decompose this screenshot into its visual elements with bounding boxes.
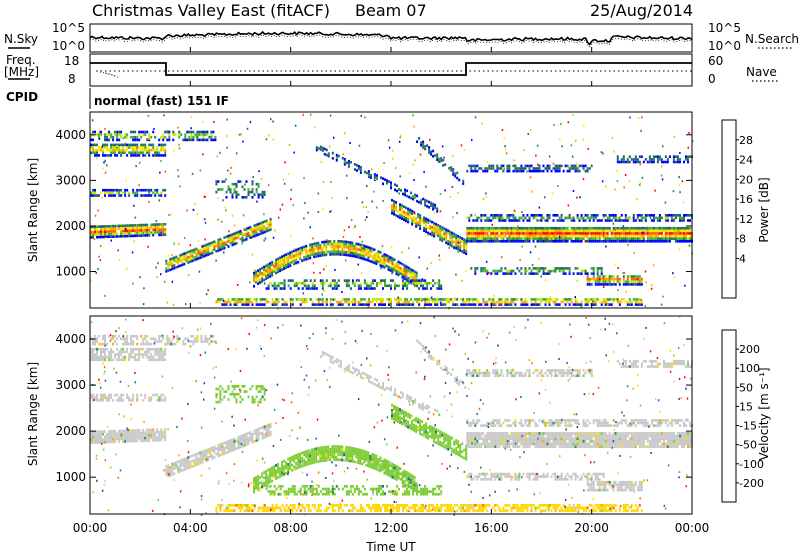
nsearch-trace bbox=[89, 33, 693, 48]
cpid-label: CPID bbox=[6, 90, 38, 104]
date-label: 25/Aug/2014 bbox=[590, 1, 693, 20]
power-colorbar-tick-6: 4 bbox=[739, 252, 746, 265]
xtick-0: 00:00 bbox=[73, 521, 108, 535]
xtick-4: 16:00 bbox=[474, 521, 509, 535]
xtick-3: 12:00 bbox=[374, 521, 409, 535]
nave-tick-60: 60 bbox=[708, 54, 723, 68]
velocity-colorbar-tick-3: 15 bbox=[739, 400, 753, 413]
power-colorbar-tick-2: 20 bbox=[739, 173, 753, 186]
freq-tick-8: 8 bbox=[68, 72, 76, 86]
nsky-panel: N.Sky 10^5 10^0 10^5 10^0 N.Search bbox=[4, 21, 799, 53]
velocity-colorbar-tick-6: -100 bbox=[739, 458, 764, 471]
power-ytick-2000: 2000 bbox=[55, 219, 86, 233]
freq-label-line1: Freq. bbox=[6, 53, 36, 67]
freq-tick-18: 18 bbox=[64, 54, 79, 68]
nave-label: Nave bbox=[746, 65, 777, 79]
power-colorbar-tick-5: 8 bbox=[739, 233, 746, 246]
power-panel: 1000 2000 3000 4000 Slant Range [km] 28 24 20… bbox=[26, 111, 771, 310]
velocity-colorbar-tick-7: -200 bbox=[739, 477, 764, 490]
velocity-colorbar-tick-2: 50 bbox=[739, 381, 753, 394]
nsearch-label: N.Search bbox=[745, 32, 799, 46]
beam-label: Beam 07 bbox=[355, 1, 427, 20]
velocity-panel: 1000 2000 3000 4000 Slant Range [km] 200 100… bbox=[26, 315, 771, 516]
nsky-label: N.Sky bbox=[4, 32, 38, 46]
velocity-colorbar-tick-0: 200 bbox=[739, 343, 760, 356]
nsky-scale-top: 10^5 bbox=[52, 21, 85, 35]
power-ytick-1000: 1000 bbox=[55, 265, 86, 279]
power-colorbar-tick-0: 28 bbox=[739, 134, 753, 147]
cpid-value: normal (fast) 151 IF bbox=[94, 94, 229, 108]
power-ytick-4000: 4000 bbox=[55, 128, 86, 142]
plot-title: Christmas Valley East (fitACF) bbox=[92, 1, 330, 20]
x-axis-label: Time UT bbox=[365, 540, 416, 554]
power-ylabel: Slant Range [km] bbox=[26, 158, 40, 262]
velocity-colorbar-tick-1: 100 bbox=[739, 362, 760, 375]
nsearch-scale-top: 10^5 bbox=[708, 21, 741, 35]
power-colorbar-tick-1: 24 bbox=[739, 154, 753, 167]
velocity-ylabel: Slant Range [km] bbox=[26, 362, 40, 466]
xtick-6: 00:00 bbox=[675, 521, 710, 535]
velocity-ytick-4000: 4000 bbox=[55, 332, 86, 346]
xtick-5: 20:00 bbox=[574, 521, 609, 535]
velocity-colorbar-label: Velocity [m s⁻¹] bbox=[757, 367, 771, 460]
power-colorbar-label: Power [dB] bbox=[757, 177, 771, 242]
nsky-trace bbox=[89, 30, 693, 46]
nave-tick-0: 0 bbox=[708, 72, 716, 86]
velocity-ytick-1000: 1000 bbox=[55, 470, 86, 484]
nsearch-scale-bottom: 10^0 bbox=[708, 39, 741, 53]
velocity-colorbar-tick-4: -15 bbox=[739, 420, 757, 433]
velocity-ytick-2000: 2000 bbox=[55, 424, 86, 438]
xtick-2: 08:00 bbox=[273, 521, 308, 535]
xtick-1: 04:00 bbox=[173, 521, 208, 535]
power-ytick-3000: 3000 bbox=[55, 173, 86, 187]
freq-trace bbox=[90, 62, 692, 76]
power-colorbar-tick-3: 16 bbox=[739, 193, 753, 206]
velocity-colorbar-tick-5: -50 bbox=[739, 439, 757, 452]
nsky-scale-bottom: 10^0 bbox=[52, 39, 85, 53]
velocity-ytick-3000: 3000 bbox=[55, 378, 86, 392]
freq-label-line2: [MHz] bbox=[4, 65, 39, 79]
power-colorbar-tick-4: 12 bbox=[739, 213, 753, 226]
